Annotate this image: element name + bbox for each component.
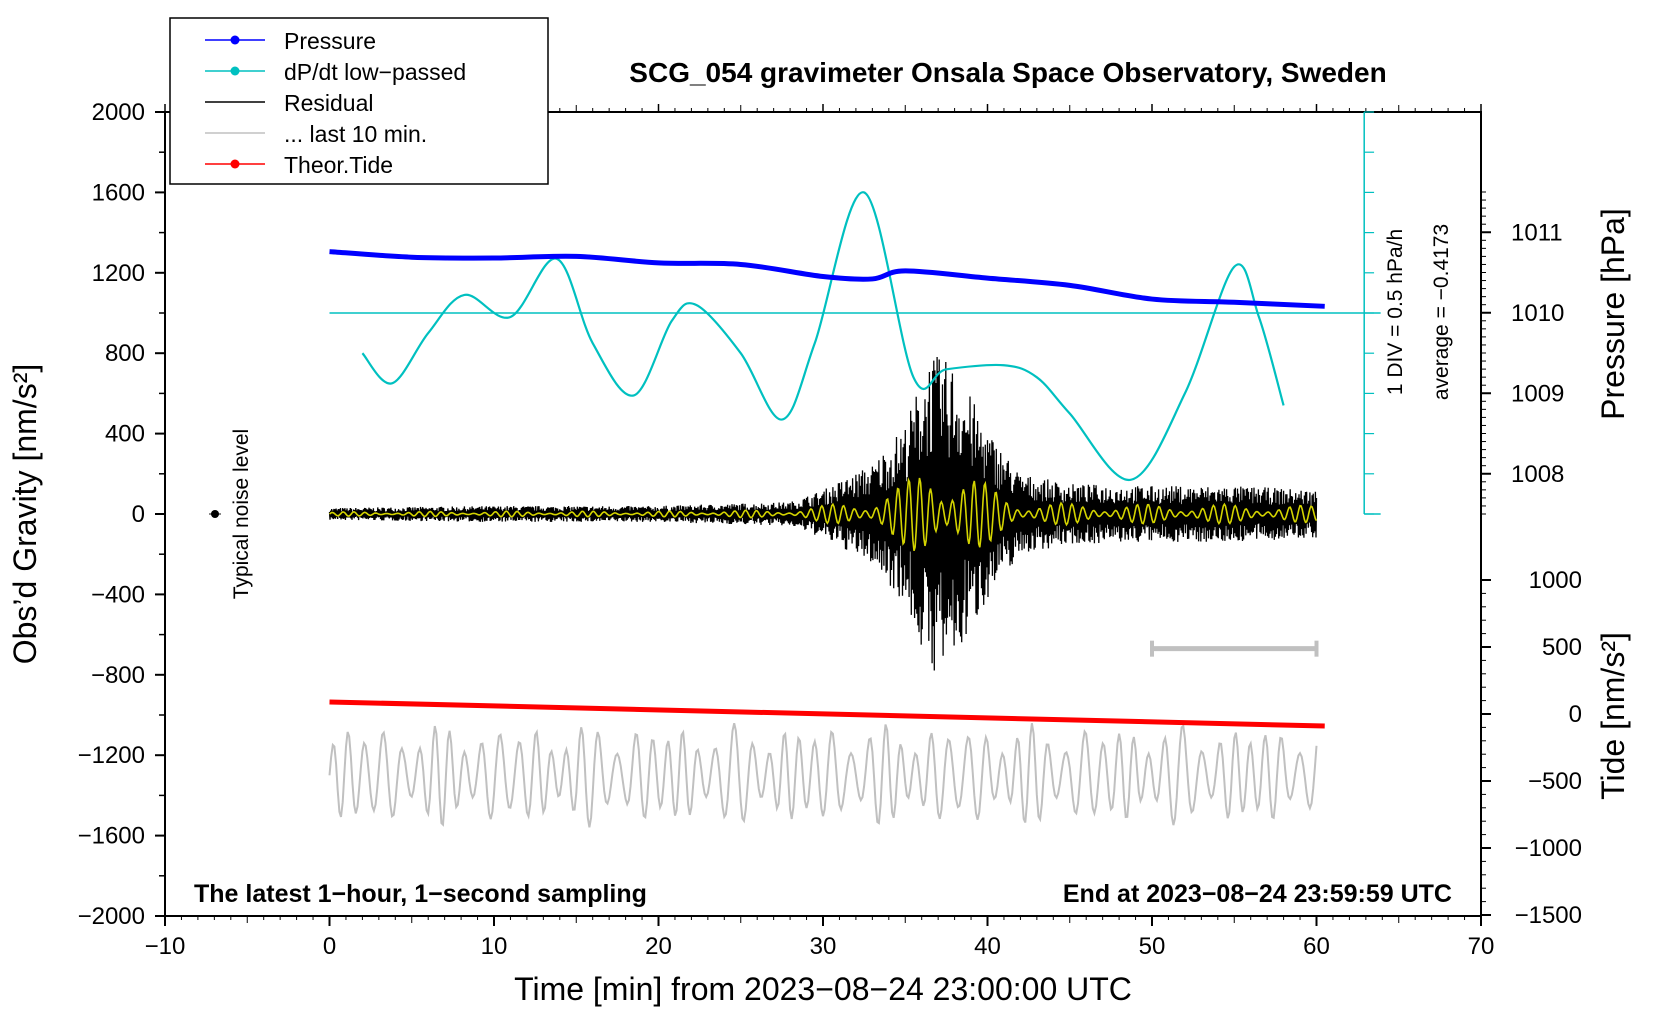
pressure-tick-label: 1011 xyxy=(1511,219,1563,246)
last-10min-range-bar xyxy=(1150,640,1319,657)
end-time-note: End at 2023−08−24 23:59:59 UTC xyxy=(1063,880,1452,908)
x-tick-label: 60 xyxy=(1303,933,1330,960)
y-tick-label: 1600 xyxy=(92,179,145,206)
pressure-axis-title: Pressure [hPa] xyxy=(1595,208,1631,420)
x-tick-label: 0 xyxy=(323,933,336,960)
y-tick-label: 400 xyxy=(105,421,145,448)
tide-tick-label: −1000 xyxy=(1515,835,1582,862)
pressure-tick-label: 1009 xyxy=(1511,380,1564,407)
noise-level-label: Typical noise level xyxy=(230,429,253,599)
y-tick-label: −1200 xyxy=(78,742,145,769)
tide-tick-label: 1000 xyxy=(1529,567,1582,594)
y-tick-label: −1600 xyxy=(78,823,145,850)
legend-marker xyxy=(230,66,240,76)
noise-level-marker xyxy=(209,510,221,518)
legend-marker xyxy=(230,35,240,45)
x-tick-label: 30 xyxy=(810,933,837,960)
pressure-series xyxy=(329,249,1325,309)
x-tick-label: −10 xyxy=(145,933,186,960)
dpdt-average-label: average = −0.4173 xyxy=(1430,224,1453,400)
sampling-note: The latest 1−hour, 1−second sampling xyxy=(194,880,647,908)
dpdt-scale-bar xyxy=(329,111,1381,515)
y-axis-left-title: Obs’d Gravity [nm/s²] xyxy=(7,364,43,665)
legend-box xyxy=(169,17,549,185)
legend-label: Residual xyxy=(284,90,374,116)
tide-tick-label: 500 xyxy=(1542,634,1582,661)
y-tick-label: 1200 xyxy=(92,260,145,287)
x-tick-label: 50 xyxy=(1139,933,1166,960)
last-10min-series xyxy=(328,722,1318,828)
x-axis-title: Time [min] from 2023−08−24 23:00:00 UTC xyxy=(514,971,1132,1007)
y-axis-left: 2000 1600 1200 800 400 0 −400 −800 −1200 −1600 −20… xyxy=(78,99,165,930)
pressure-tick-label: 1008 xyxy=(1511,461,1564,488)
x-tick-label: 20 xyxy=(645,933,672,960)
y-tick-label: −400 xyxy=(91,581,145,608)
x-tick-label: 40 xyxy=(974,933,1001,960)
x-tick-label: 70 xyxy=(1468,933,1495,960)
legend-label: Theor.Tide xyxy=(284,152,393,178)
tide-axis-title: Tide [nm/s²] xyxy=(1595,632,1631,800)
residual-series xyxy=(328,356,1318,671)
pressure-tick-label: 1010 xyxy=(1511,300,1564,327)
y-tick-label: 2000 xyxy=(92,99,145,126)
legend-marker xyxy=(230,159,240,169)
y-tick-label: 800 xyxy=(105,340,145,367)
legend-label: dP/dt low−passed xyxy=(284,59,466,85)
dpdt-scale-label: 1 DIV = 0.5 hPa/h xyxy=(1384,229,1407,395)
y-axis-pressure: 1011 1010 1009 1008 xyxy=(1481,191,1564,515)
tide-tick-label: 0 xyxy=(1569,701,1582,728)
y-tick-label: −800 xyxy=(91,662,145,689)
legend-label: Pressure xyxy=(284,28,376,54)
dpdt-series xyxy=(361,191,1285,481)
tide-tick-label: −500 xyxy=(1528,768,1582,795)
y-tick-label: 0 xyxy=(132,501,145,528)
filtered-residual-series xyxy=(329,476,1318,552)
theoretical-tide-series xyxy=(329,699,1325,729)
x-tick-label: 10 xyxy=(481,933,508,960)
legend: Pressure dP/dt low−passed Residual ... last… xyxy=(205,28,466,178)
legend-label: ... last 10 min. xyxy=(284,121,427,147)
y-axis-tide: 1000 500 0 −500 −1000 −1500 xyxy=(1481,567,1582,929)
x-axis: −10 0 10 20 30 40 50 60 70 xyxy=(145,104,1495,960)
chart-title: SCG_054 gravimeter Onsala Space Observat… xyxy=(629,57,1386,88)
y-tick-label: −2000 xyxy=(78,903,145,930)
tide-tick-label: −1500 xyxy=(1515,902,1582,929)
